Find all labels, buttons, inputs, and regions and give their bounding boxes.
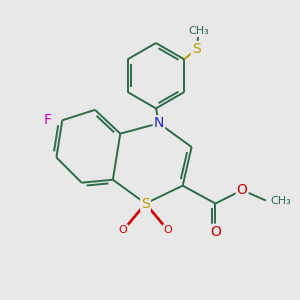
Text: S: S	[192, 42, 200, 56]
Text: O: O	[237, 183, 248, 197]
Text: S: S	[141, 196, 150, 211]
Text: CH₃: CH₃	[270, 196, 291, 206]
Text: O: O	[164, 225, 172, 235]
Text: N: N	[154, 116, 164, 130]
Text: F: F	[44, 113, 52, 127]
Text: O: O	[210, 225, 221, 239]
Text: O: O	[119, 225, 128, 235]
Text: CH₃: CH₃	[189, 26, 209, 36]
